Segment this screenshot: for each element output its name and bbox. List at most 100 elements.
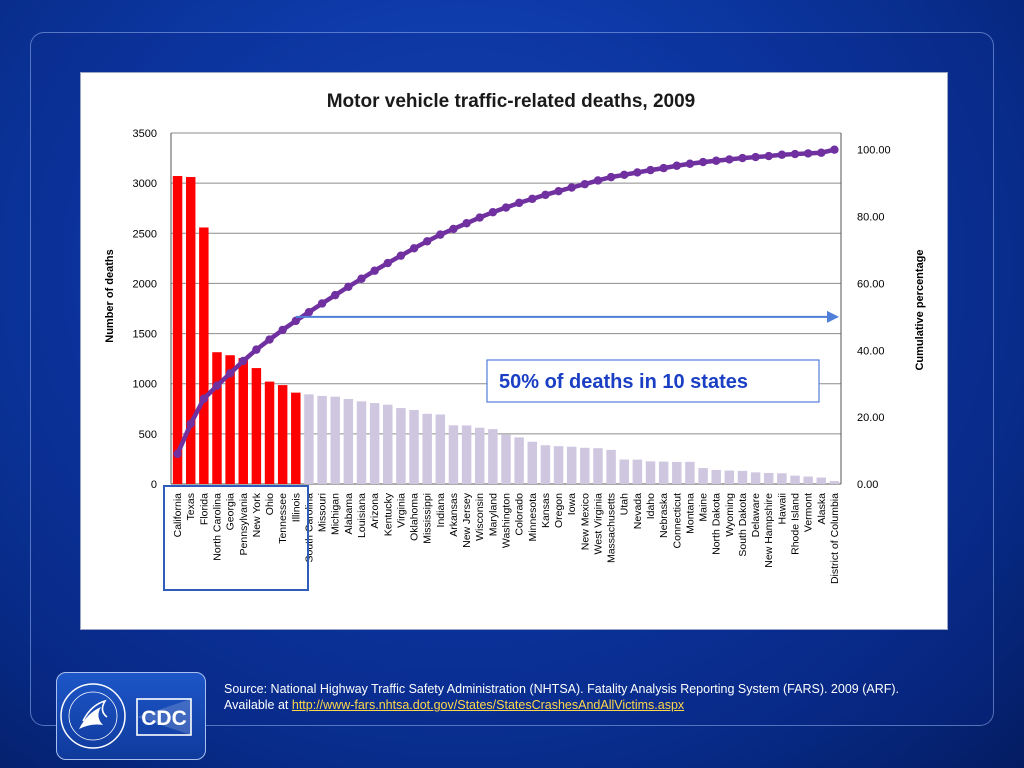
bar [474,427,485,484]
chart-panel: Motor vehicle traffic-related deaths, 20… [80,72,948,630]
bar [737,470,748,484]
source-citation: Source: National Highway Traffic Safety … [224,681,984,713]
bar [212,352,222,484]
bar [172,176,183,484]
bar [251,368,262,484]
bar [632,459,643,484]
y-tick-label: 1500 [133,329,157,341]
y2-tick-label: 20.00 [857,412,885,424]
category-label: Tennessee [277,493,289,544]
cumulative-point [278,325,287,335]
y2-tick-label: 40.00 [857,345,885,357]
category-label: New York [251,492,263,537]
category-label: New Jersey [461,492,473,548]
bar [685,461,695,484]
cumulative-point [751,152,760,162]
bar [606,449,616,484]
cdc-logo-box: CDC [56,672,206,760]
category-label: Wyoming [724,493,736,537]
annotation-box [486,359,820,403]
y-tick-label: 2500 [133,228,157,240]
cumulative-point [606,172,616,182]
category-label: Ohio [264,493,276,515]
cumulative-point [409,244,419,253]
category-label: South Carolina [303,493,315,563]
bar [435,414,446,484]
cumulative-point [830,145,839,154]
cumulative-point [331,290,340,300]
cumulative-point [173,449,182,459]
category-label: Montana [684,493,696,534]
y-tick-label: 3500 [133,128,157,140]
cumulative-point [383,258,392,268]
bar [291,392,301,484]
bar [711,469,721,484]
source-link[interactable]: http://www-fars.nhtsa.dot.gov/States/Sta… [291,698,685,712]
cumulative-point [265,335,274,344]
cumulative-point [541,190,550,200]
bar [777,473,787,484]
category-label: Kansas [540,493,552,528]
category-label: South Dakota [737,493,749,557]
cdc-logo-icon: CDC [136,698,192,736]
y2-tick-label: 80.00 [857,212,885,224]
cumulative-point [817,148,826,157]
bar [540,445,551,484]
category-label: Illinois [290,493,302,522]
fifty-percent-arrow [295,310,839,323]
bar [645,461,656,484]
cumulative-point [659,163,668,173]
bar [790,475,800,484]
category-label: Rhode Island [790,493,802,555]
category-labels: California Texas Florida North Carolina Geor… [172,492,841,584]
cumulative-point [501,203,511,212]
category-label: Washington [501,493,513,548]
cumulative-point [370,266,379,275]
cumulative-point [212,381,222,390]
cumulative-point [620,170,629,179]
cumulative-point [593,176,603,185]
cumulative-point [396,251,406,260]
y2-axis-label: Cumulative percentage [914,249,926,370]
right-tick-labels: 0.00 20.00 40.00 60.00 80.00 100.00 [857,145,891,491]
top-ten-highlight-box [163,485,309,591]
arrow-head [827,310,839,323]
cumulative-point [357,274,366,283]
cumulative-point [317,299,327,308]
y-axis-label: Number of deaths [104,249,116,343]
bar [514,437,524,484]
source-line: Source: National Highway Traffic Safety … [224,682,900,696]
category-label: North Carolina [211,493,223,561]
cumulative-point [777,150,787,159]
bar [409,409,419,484]
bar [553,446,564,484]
cumulative-point [633,168,642,177]
bar [764,472,774,484]
cumulative-point [488,208,498,217]
cumulative-point [449,224,458,234]
source-availability: Available at http://www-fars.nhtsa.dot.g… [224,697,984,713]
bar [277,385,288,484]
hhs-seal-icon [60,683,126,749]
category-label: Connecticut [671,493,683,549]
bar [724,470,735,484]
y-tick-label: 3000 [133,178,157,190]
category-label: Louisiana [356,493,368,538]
cumulative-point [199,394,209,403]
cumulative-point [711,156,721,165]
category-label: Vermont [803,493,815,532]
cumulative-point [803,149,813,158]
bar [488,429,498,484]
axes [170,133,842,484]
bar [527,441,538,484]
bar [829,481,840,484]
chart-title: Motor vehicle traffic-related deaths, 20… [327,91,696,112]
bar [185,177,196,484]
category-label: Georgia [225,493,237,531]
cumulative-point [422,237,432,246]
category-label: Texas [185,493,197,520]
bar [448,425,459,484]
bar [422,413,432,484]
bar [803,476,813,484]
category-label: Alaska [816,493,828,525]
